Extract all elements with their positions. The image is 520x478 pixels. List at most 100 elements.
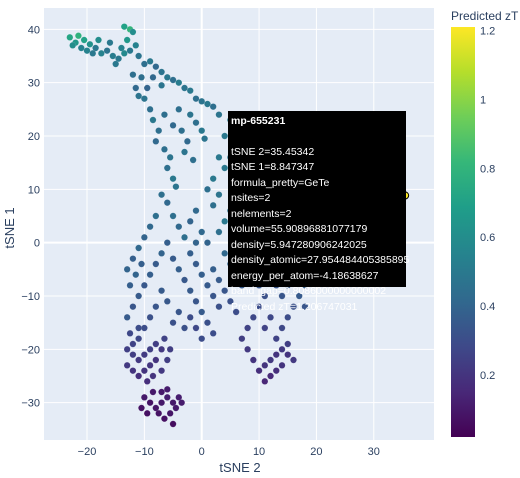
- data-point[interactable]: [198, 228, 206, 236]
- data-point[interactable]: [123, 36, 131, 44]
- data-point[interactable]: [135, 292, 143, 300]
- data-point[interactable]: [221, 287, 229, 295]
- data-point[interactable]: [261, 292, 269, 300]
- data-point[interactable]: [163, 356, 171, 364]
- data-point[interactable]: [161, 111, 168, 119]
- data-point[interactable]: [209, 175, 217, 183]
- data-point[interactable]: [152, 137, 160, 145]
- data-point[interactable]: [132, 41, 140, 49]
- data-point[interactable]: [158, 388, 165, 396]
- data-point[interactable]: [169, 175, 177, 183]
- data-point[interactable]: [175, 308, 183, 316]
- data-point[interactable]: [132, 271, 140, 279]
- data-point[interactable]: [175, 393, 183, 401]
- data-point[interactable]: [278, 292, 286, 300]
- data-point[interactable]: [163, 385, 171, 393]
- data-point[interactable]: [198, 335, 206, 343]
- data-point[interactable]: [146, 313, 154, 321]
- data-point[interactable]: [204, 239, 211, 247]
- data-point[interactable]: [301, 303, 309, 311]
- data-point[interactable]: [209, 329, 217, 337]
- data-point[interactable]: [166, 409, 174, 417]
- data-point[interactable]: [232, 308, 240, 316]
- data-point[interactable]: [175, 265, 183, 273]
- data-point[interactable]: [204, 281, 211, 289]
- data-point[interactable]: [181, 233, 188, 241]
- data-point[interactable]: [249, 356, 257, 364]
- data-point[interactable]: [149, 372, 157, 380]
- data-point[interactable]: [126, 281, 134, 289]
- data-point[interactable]: [109, 52, 117, 60]
- data-point[interactable]: [123, 361, 131, 369]
- data-point[interactable]: [169, 255, 177, 263]
- data-point[interactable]: [186, 313, 194, 321]
- data-point[interactable]: [152, 212, 160, 220]
- data-point[interactable]: [238, 335, 246, 343]
- data-point[interactable]: [198, 127, 206, 135]
- data-point[interactable]: [138, 260, 145, 268]
- data-point[interactable]: [255, 303, 263, 311]
- data-point[interactable]: [135, 335, 143, 343]
- data-point[interactable]: [169, 399, 177, 407]
- data-point[interactable]: [244, 324, 252, 332]
- data-point[interactable]: [175, 223, 183, 231]
- data-point[interactable]: [215, 153, 223, 161]
- data-point[interactable]: [163, 73, 171, 81]
- data-point[interactable]: [120, 23, 128, 31]
- data-point[interactable]: [118, 44, 125, 52]
- data-point[interactable]: [163, 164, 171, 172]
- data-point[interactable]: [69, 41, 77, 49]
- data-point[interactable]: [204, 319, 211, 327]
- data-point[interactable]: [140, 95, 148, 103]
- data-point[interactable]: [66, 33, 74, 41]
- data-point[interactable]: [226, 297, 234, 305]
- data-point[interactable]: [152, 303, 160, 311]
- data-point[interactable]: [126, 47, 134, 55]
- data-point[interactable]: [192, 297, 200, 305]
- data-point[interactable]: [161, 335, 168, 343]
- data-point[interactable]: [215, 303, 223, 311]
- data-point[interactable]: [89, 49, 97, 57]
- data-point[interactable]: [244, 345, 252, 353]
- data-point[interactable]: [169, 212, 177, 220]
- data-point[interactable]: [198, 308, 206, 316]
- data-point[interactable]: [146, 361, 154, 369]
- data-point[interactable]: [209, 265, 217, 273]
- data-point[interactable]: [80, 36, 88, 44]
- data-point[interactable]: [178, 399, 186, 407]
- data-point[interactable]: [161, 415, 168, 423]
- data-point[interactable]: [123, 313, 131, 321]
- data-point[interactable]: [129, 303, 137, 311]
- data-point[interactable]: [163, 239, 171, 247]
- data-point[interactable]: [158, 68, 165, 76]
- data-point[interactable]: [272, 335, 280, 343]
- data-point[interactable]: [215, 228, 223, 236]
- data-point[interactable]: [149, 73, 157, 81]
- data-point[interactable]: [120, 49, 128, 57]
- data-point[interactable]: [158, 191, 165, 199]
- data-point[interactable]: [192, 324, 200, 332]
- data-point[interactable]: [175, 79, 183, 87]
- data-point[interactable]: [272, 367, 280, 375]
- data-point[interactable]: [186, 249, 194, 257]
- data-point[interactable]: [146, 399, 154, 407]
- data-point[interactable]: [267, 313, 274, 321]
- data-point[interactable]: [152, 404, 160, 412]
- data-point[interactable]: [261, 361, 269, 369]
- data-point[interactable]: [221, 217, 229, 225]
- data-point[interactable]: [204, 185, 211, 193]
- data-point[interactable]: [146, 223, 154, 231]
- data-point[interactable]: [209, 103, 217, 111]
- data-point[interactable]: [192, 239, 200, 247]
- data-point[interactable]: [132, 84, 140, 92]
- data-point[interactable]: [175, 105, 183, 113]
- data-point[interactable]: [255, 367, 263, 375]
- data-point[interactable]: [140, 60, 148, 68]
- data-point[interactable]: [215, 191, 223, 199]
- data-point[interactable]: [106, 39, 114, 47]
- data-point[interactable]: [83, 47, 91, 55]
- data-point[interactable]: [135, 372, 143, 380]
- data-point[interactable]: [123, 345, 131, 353]
- data-point[interactable]: [272, 351, 280, 359]
- data-point[interactable]: [135, 324, 143, 332]
